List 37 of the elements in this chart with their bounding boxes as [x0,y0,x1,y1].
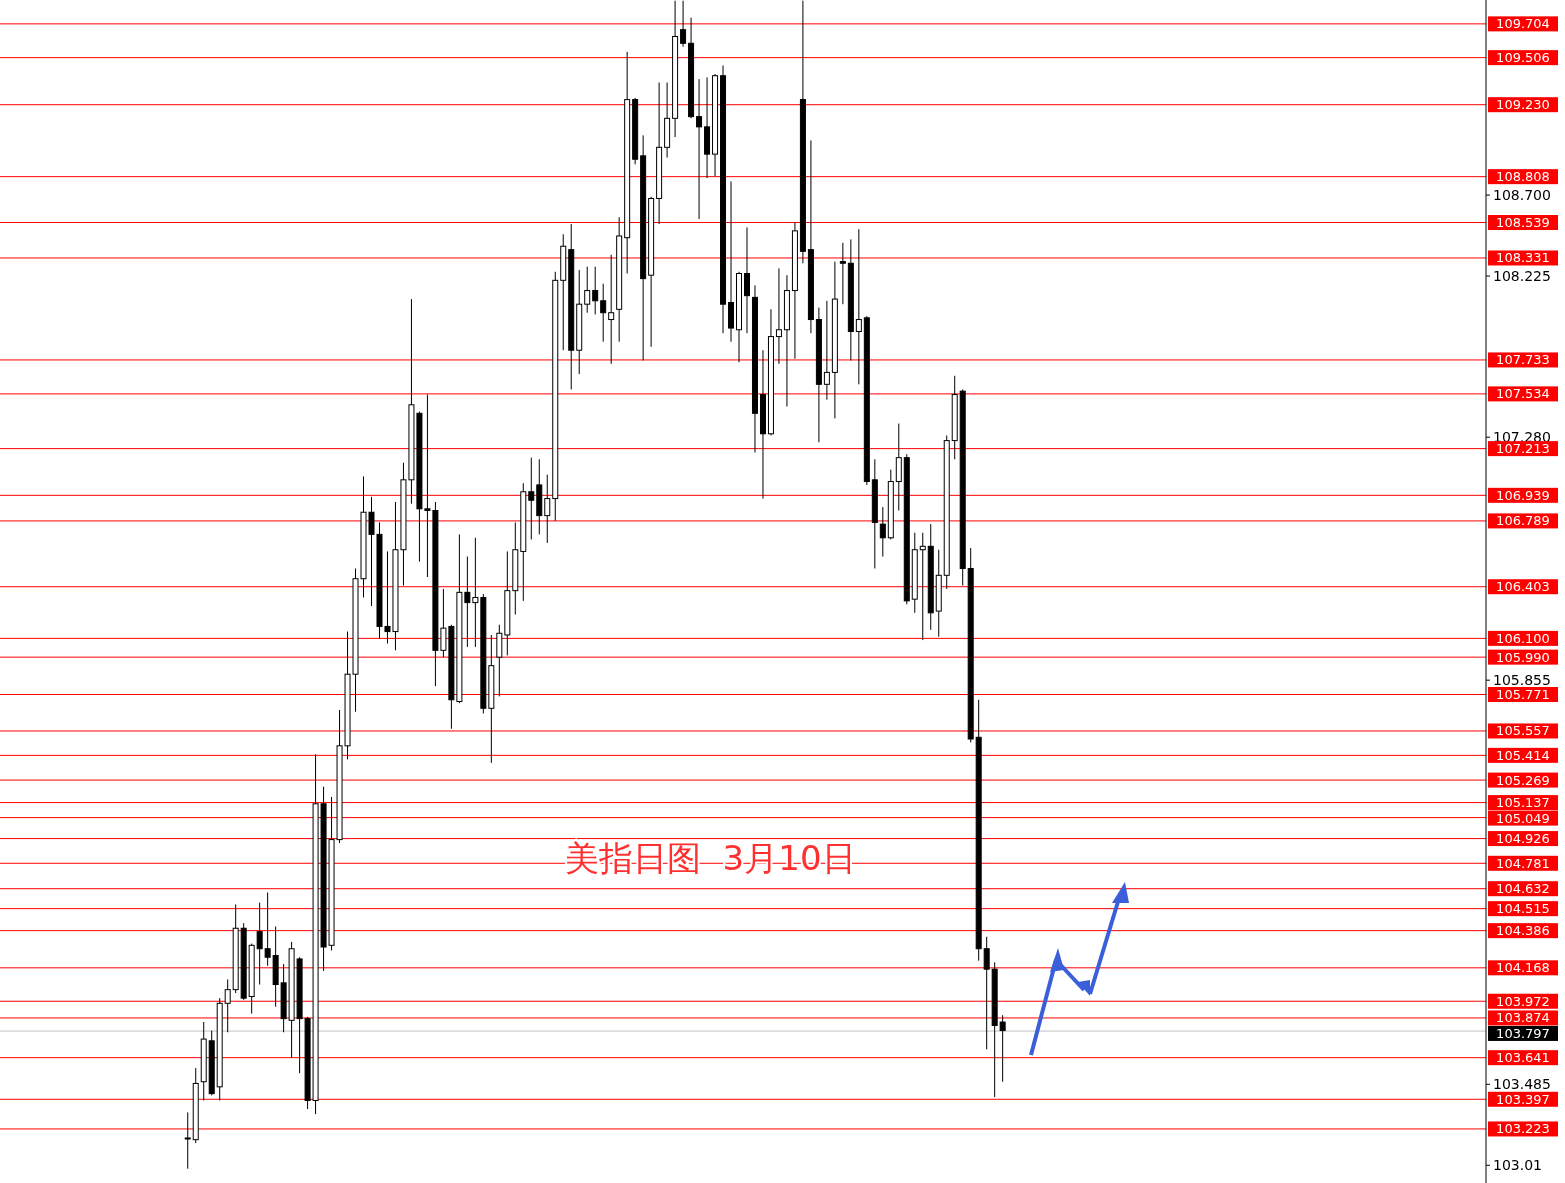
ref-line-label: 104.632 [1496,881,1550,897]
ref-line-label: 103.972 [1496,993,1550,1009]
ref-line-label: 104.926 [1496,831,1550,847]
ref-line-label: 105.269 [1496,772,1550,788]
ref-line-label: 106.100 [1496,630,1550,646]
ref-line-label: 106.939 [1496,487,1550,503]
y-tick-label: 103.485 [1493,1076,1551,1093]
ref-line-label: 103.874 [1496,1010,1550,1026]
ref-line-label: 103.797 [1496,1025,1550,1041]
ref-line-label: 106.789 [1496,513,1550,529]
y-tick-label: 105.855 [1493,672,1551,689]
ref-line-label: 109.704 [1496,16,1550,32]
ref-line-label: 104.168 [1496,960,1550,976]
ref-line-label: 105.049 [1496,810,1550,826]
ref-line-label: 104.515 [1496,901,1550,917]
ref-line-label: 107.733 [1496,352,1550,368]
ref-line-label: 107.213 [1496,441,1550,457]
ref-line-label: 105.557 [1496,723,1550,739]
ref-line-label: 105.990 [1496,649,1550,665]
ref-line-label: 107.534 [1496,386,1550,402]
ref-line-label: 103.223 [1496,1121,1550,1137]
ref-line-label: 103.397 [1496,1091,1550,1107]
ref-line-label: 105.137 [1496,795,1550,811]
ref-line-label: 109.230 [1496,97,1550,113]
ref-line-label: 108.331 [1496,250,1550,266]
ref-line-label: 109.506 [1496,50,1550,66]
ref-line-label: 105.414 [1496,747,1550,763]
y-tick-label: 108.225 [1493,268,1551,285]
y-tick-label: 108.700 [1493,187,1551,204]
ref-line-label: 108.539 [1496,215,1550,231]
y-tick-label: 103.01 [1493,1157,1542,1174]
ref-line-label: 108.808 [1496,169,1550,185]
ref-line-label: 105.771 [1496,686,1550,702]
ref-line-label: 104.386 [1496,923,1550,939]
ref-line-label: 104.781 [1496,855,1550,871]
ref-line-label: 106.403 [1496,579,1550,595]
ref-line-label: 103.641 [1496,1050,1550,1066]
